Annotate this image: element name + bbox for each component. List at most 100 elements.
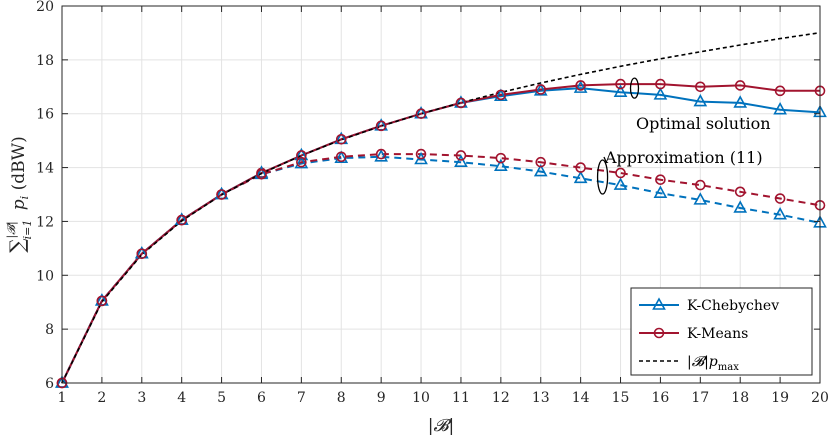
data-point-circle <box>535 156 547 168</box>
annotation-leader <box>603 156 608 164</box>
data-point-triangle <box>454 154 468 167</box>
data-point-circle <box>774 193 786 204</box>
data-point-triangle <box>613 84 628 97</box>
data-point-circle <box>415 108 427 120</box>
data-point-circle <box>455 97 467 109</box>
y-tick-label: 14 <box>36 161 54 177</box>
x-tick-label: 14 <box>572 390 590 406</box>
y-label-var: p <box>9 199 29 215</box>
legend-label-0: K-Chebychev <box>687 298 779 314</box>
data-point-circle <box>575 162 586 173</box>
x-tick-label: 9 <box>377 390 386 406</box>
data-point-circle <box>216 189 227 200</box>
y-label-sup: |𝓑| <box>5 221 19 238</box>
series-line-bound-none <box>61 31 821 384</box>
data-point-circle <box>734 80 746 91</box>
data-point-triangle <box>613 177 628 190</box>
data-point-triangle <box>733 200 748 213</box>
data-point-circle <box>495 89 507 101</box>
data-point-circle <box>695 81 706 93</box>
x-tick-label: 5 <box>217 390 226 406</box>
legend-marker-triangle <box>652 297 666 310</box>
series-line-approx-circle <box>61 153 821 384</box>
data-point-triangle <box>374 149 389 162</box>
data-point-triangle <box>533 83 548 96</box>
data-point-circle <box>655 78 666 90</box>
x-axis-label: |𝓑| <box>428 416 454 436</box>
data-point-triangle <box>653 185 668 198</box>
y-label-sub: i=1 <box>21 220 34 240</box>
data-point-circle <box>256 169 267 180</box>
y-label-var-sub: i <box>18 196 31 200</box>
x-tick-label: 18 <box>731 390 749 406</box>
annotations: Optimal solution Approximation (11) <box>596 77 771 195</box>
data-point-triangle <box>693 192 708 205</box>
x-tick-label: 3 <box>137 390 146 406</box>
data-point-circle <box>575 80 586 91</box>
legend-marker-circle <box>653 327 665 339</box>
data-point-circle <box>615 167 626 179</box>
legend-label-2: |𝓑|pmax <box>687 354 739 373</box>
annotation-optimal-solution: Optimal solution <box>636 114 771 133</box>
data-point-circle <box>655 174 666 185</box>
y-tick-label: 18 <box>36 53 54 69</box>
x-tick-label: 7 <box>297 390 306 406</box>
data-point-circle <box>335 133 347 145</box>
legend-label-sub: max <box>718 362 739 373</box>
data-point-triangle <box>773 102 787 115</box>
x-tick-label: 10 <box>412 390 430 406</box>
data-point-triangle <box>493 88 508 102</box>
legend: K-Chebychev K-Means |𝓑|pmax <box>630 287 813 376</box>
axis-labels: 1 2 3 4 5 6 7 8 9 10 11 12 13 14 15 16 17 18 19 20681012141… <box>5 0 829 436</box>
y-tick-label: 20 <box>36 0 54 15</box>
annotation-ellipse-optimal <box>629 77 640 99</box>
x-tick-label: 15 <box>612 390 630 406</box>
data-point-circle <box>96 295 108 307</box>
series-line-approx-triangle <box>61 155 821 384</box>
data-point-circle <box>375 120 387 132</box>
y-tick-label: 8 <box>45 322 54 338</box>
x-tick-label: 20 <box>811 390 829 406</box>
x-tick-label: 8 <box>337 390 346 406</box>
legend-label-main: |𝓑|p <box>687 354 718 370</box>
data-point-triangle <box>294 155 309 169</box>
x-tick-label: 2 <box>97 390 106 406</box>
y-tick-label: 10 <box>36 268 54 284</box>
annotation-approximation: Approximation (11) <box>604 148 763 167</box>
axes <box>61 5 821 384</box>
data-point-circle <box>734 186 746 198</box>
y-label-unit: (dBW) <box>9 136 29 196</box>
annotation-ellipse-approx <box>596 159 609 195</box>
data-point-circle <box>375 148 387 160</box>
y-tick-label: 6 <box>45 376 54 392</box>
data-point-circle <box>136 248 148 260</box>
data-point-circle <box>695 179 706 191</box>
x-tick-label: 13 <box>532 390 550 406</box>
y-axis-label: ∑|𝓑| i=1 pi (dBW) <box>5 136 34 253</box>
y-tick-label: 16 <box>36 107 54 123</box>
data-point-triangle <box>653 87 668 100</box>
x-tick-label: 4 <box>177 390 186 406</box>
y-tick-label: 12 <box>36 214 54 230</box>
axes-frame <box>61 5 821 384</box>
y-label-sum: ∑ <box>5 238 29 253</box>
data-point-circle <box>774 85 786 97</box>
data-point-circle <box>296 150 307 161</box>
data-point-triangle <box>573 80 588 93</box>
data-point-circle <box>176 214 187 226</box>
data-point-triangle <box>334 150 349 163</box>
data-point-circle <box>415 148 427 160</box>
data-point-circle <box>455 150 467 161</box>
x-tick-label: 11 <box>452 390 470 406</box>
legend-label-1: K-Means <box>687 326 748 342</box>
x-tick-label: 12 <box>492 390 510 406</box>
data-point-triangle <box>493 158 508 172</box>
data-point-triangle <box>773 207 787 220</box>
x-tick-label: 19 <box>771 390 789 406</box>
data-point-circle <box>296 156 307 168</box>
data-point-triangle <box>533 163 548 177</box>
data-point-circle <box>615 78 626 90</box>
data-point-circle <box>335 151 347 163</box>
data-point-circle <box>495 152 507 164</box>
